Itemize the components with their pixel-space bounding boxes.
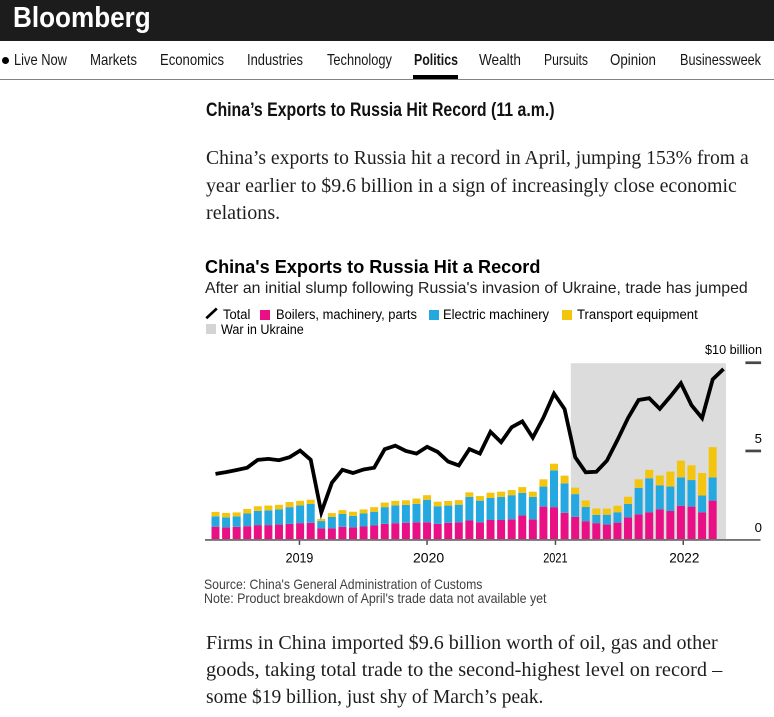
svg-text:2021: 2021 (543, 550, 567, 565)
svg-text:5: 5 (755, 431, 762, 446)
svg-text:0: 0 (755, 520, 762, 535)
svg-text:2022: 2022 (669, 550, 699, 565)
svg-text:2020: 2020 (413, 550, 445, 565)
svg-text:2019: 2019 (286, 550, 314, 565)
svg-text:$10 billion: $10 billion (705, 342, 762, 357)
